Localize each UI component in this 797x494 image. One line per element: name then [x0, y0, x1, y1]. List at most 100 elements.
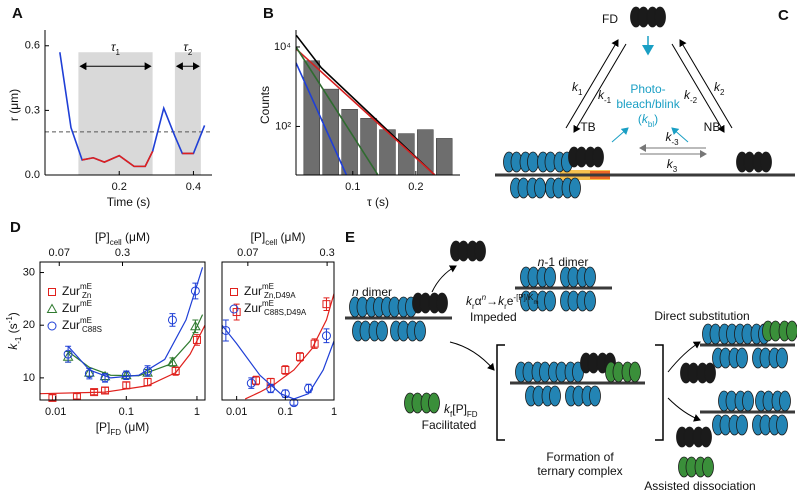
text-part: [P] [251, 230, 266, 244]
y-tick-label: 0.6 [25, 40, 40, 52]
protein-blue [504, 152, 539, 172]
point [295, 352, 304, 361]
protein-blue [703, 324, 738, 344]
bar [436, 138, 453, 176]
point [192, 335, 201, 344]
text-part: Zur [62, 301, 80, 315]
fit-line [244, 293, 334, 400]
point [190, 286, 200, 296]
arrow [667, 397, 701, 422]
point [171, 367, 180, 376]
bar [417, 129, 434, 176]
point [190, 320, 201, 331]
text-part: Zur [62, 284, 80, 298]
protein-dark [631, 7, 666, 27]
error-bar [192, 282, 199, 300]
bracket [496, 344, 505, 441]
legend-entry: ZurmE Zn [62, 282, 92, 300]
error-bar [290, 399, 297, 406]
protein-dark [569, 147, 604, 167]
text-part: Zur [62, 318, 80, 332]
y-tick-label: 10 [23, 372, 35, 384]
protein-dark [677, 427, 712, 447]
fit-line [296, 48, 436, 175]
protein-blue [561, 267, 596, 287]
text-part: Zur [244, 284, 262, 298]
error-bar [323, 328, 330, 344]
fit-line [296, 46, 379, 175]
point [252, 376, 261, 385]
bar [341, 109, 358, 176]
photobleach-label: bleach/blink [616, 97, 680, 111]
panel-e: E n dimer n-1 dimer krαn→kre-[P]/Km Impe… [345, 229, 797, 493]
point [101, 386, 110, 395]
text-part: Zur [244, 301, 262, 315]
state-label: n-1 dimer [538, 255, 589, 269]
legend-entry: ZurmE [62, 299, 92, 315]
y-tick-label: 20 [23, 319, 35, 331]
state-fd: FD [602, 12, 618, 26]
protein-dark [413, 293, 448, 313]
x-tick-label: 1 [331, 406, 337, 418]
error-bar [253, 375, 260, 386]
photobleach-label: (kbl) [638, 112, 658, 128]
point [121, 370, 131, 380]
state-tb: TB [580, 120, 595, 134]
text-part: mE [80, 316, 92, 325]
panel-letter: D [10, 219, 21, 236]
text-part: cell [110, 238, 122, 247]
protein-dark [451, 241, 486, 261]
point [90, 388, 99, 397]
xlabel-label: τ (s) [367, 195, 389, 209]
bleach-arrow [671, 127, 689, 143]
protein-dark [681, 363, 716, 383]
protein-blue [549, 362, 584, 382]
x2-tick-label: 0.3 [319, 247, 334, 259]
bracket [655, 344, 664, 441]
rate-arrow [573, 43, 627, 133]
text-part: C88S [82, 325, 102, 334]
error-bar [73, 393, 80, 400]
label: ternary complex [537, 464, 622, 478]
error-bar [172, 366, 179, 376]
protein-blue [516, 362, 551, 382]
fit-line [222, 324, 334, 400]
legend-marker [48, 288, 56, 296]
protein-blue [521, 267, 556, 287]
fit-line [296, 35, 436, 175]
point [143, 366, 153, 376]
ylabel-label: Counts [258, 86, 272, 124]
text-part: -1 [14, 336, 23, 344]
label: Impeded [470, 310, 517, 324]
text-part: mE [262, 299, 274, 308]
point [246, 378, 256, 388]
protein-blue [350, 297, 385, 317]
error-bar [65, 345, 72, 363]
x-tick-label: 0.1 [278, 406, 293, 418]
text-part: (μM) [122, 230, 150, 244]
label: Assisted dissociation [644, 479, 755, 493]
y-tick-label: 0.0 [25, 169, 40, 181]
label: Direct substitution [654, 309, 749, 323]
arrow [449, 341, 495, 371]
x-tick-label: 0.01 [45, 406, 66, 418]
error-bar [296, 352, 303, 362]
error-bar [282, 365, 289, 375]
legend-entry: ZurmE C88S [62, 316, 102, 334]
bleach-arrow [611, 127, 629, 143]
label: Formation of [546, 450, 614, 464]
bar [360, 118, 377, 176]
point [63, 349, 73, 359]
x-tick-label: 0.4 [186, 181, 201, 193]
text-part: [P] [96, 420, 111, 434]
rate-label: k1 [572, 80, 583, 96]
point [310, 339, 319, 348]
text-part: Zn [82, 291, 91, 300]
error-bar [323, 297, 330, 311]
error-bar [91, 388, 98, 396]
label: Facilitated [422, 418, 477, 432]
protein-blue [566, 386, 601, 406]
point [232, 308, 241, 317]
point [281, 365, 290, 374]
x-tick-label: 0.2 [408, 181, 423, 193]
